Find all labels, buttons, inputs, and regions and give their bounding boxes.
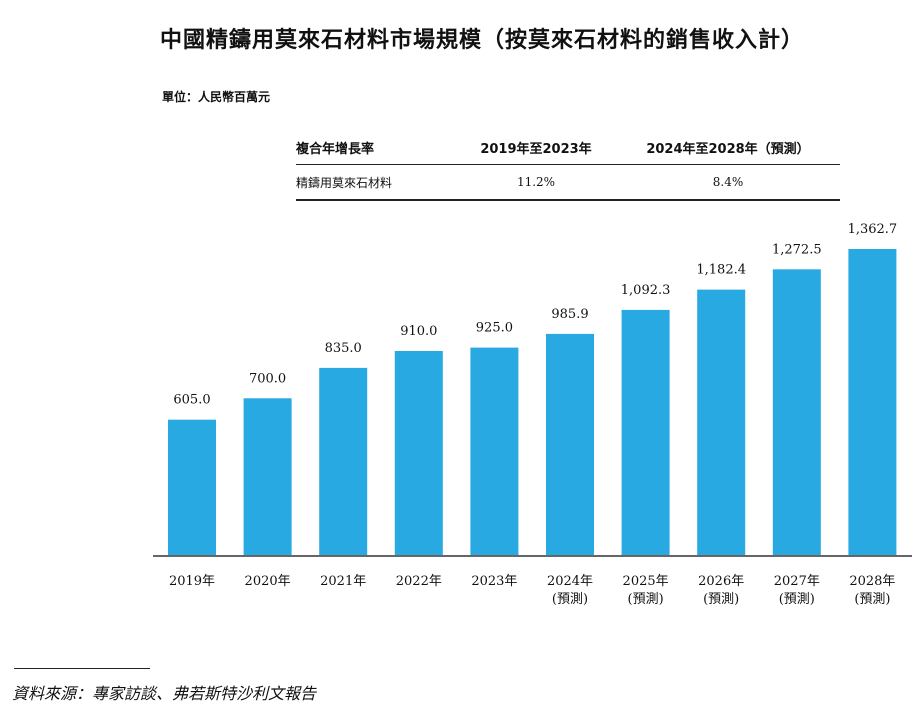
bar-6	[546, 333, 594, 556]
bar-2	[243, 398, 292, 556]
cagr-header-row: 複合年增長率 2019年至2023年 2024年至2028年（預測）	[296, 130, 840, 165]
bar-value-label-7: 1,092.3	[621, 283, 671, 298]
bar-value-label-10: 1,362.7	[848, 222, 898, 237]
unit-label: 單位：人民幣百萬元	[162, 90, 271, 104]
bar-value-label-5: 925.0	[476, 321, 513, 336]
x-tick-label-5: 2023年	[471, 574, 517, 589]
x-tick-label-8: 2026年	[698, 574, 744, 589]
bar-10	[848, 249, 897, 556]
x-tick-note-6: (預測)	[552, 592, 588, 607]
x-tick-label-2: 2020年	[245, 574, 291, 589]
x-tick-label-10: 2028年	[849, 574, 895, 589]
x-tick-label-3: 2021年	[320, 574, 366, 589]
bar-value-label-6: 985.9	[551, 307, 588, 322]
cagr-data-row: 精鑄用莫來石材料 11.2% 8.4%	[296, 164, 840, 201]
bar-value-label-4: 910.0	[400, 324, 437, 339]
cagr-header-period-2: 2024年至2028年（預測）	[616, 130, 840, 165]
x-tick-note-10: (預測)	[854, 592, 890, 607]
x-tick-label-9: 2027年	[774, 574, 820, 589]
cagr-header-period-1: 2019年至2023年	[456, 130, 616, 165]
cagr-row-label: 精鑄用莫來石材料	[296, 164, 456, 201]
bar-1	[168, 419, 216, 556]
bar-8	[697, 289, 746, 556]
bar-7	[621, 309, 670, 556]
x-tick-note-9: (預測)	[779, 592, 815, 607]
x-tick-label-1: 2019年	[169, 574, 215, 589]
cagr-table: 複合年增長率 2019年至2023年 2024年至2028年（預測） 精鑄用莫來…	[296, 130, 840, 201]
cagr-header-label: 複合年增長率	[296, 130, 456, 165]
x-tick-note-7: (預測)	[628, 592, 664, 607]
chart-title: 中國精鑄用莫來石材料市場規模（按莫來石材料的銷售收入計）	[160, 28, 805, 53]
bar-value-label-3: 835.0	[325, 341, 362, 356]
source-divider	[14, 668, 150, 669]
bar-value-label-9: 1,272.5	[772, 242, 822, 257]
source-note: 資料來源：專家訪談、弗若斯特沙利文報告	[12, 684, 317, 703]
x-tick-label-6: 2024年	[547, 574, 593, 589]
bar-9	[772, 269, 821, 556]
bar-3	[319, 367, 368, 556]
bar-value-label-8: 1,182.4	[696, 263, 746, 278]
x-tick-label-7: 2025年	[623, 574, 669, 589]
cagr-value-2: 8.4%	[616, 164, 840, 201]
cagr-value-1: 11.2%	[456, 164, 616, 201]
bar-value-label-2: 700.0	[249, 371, 286, 386]
bar-4	[394, 350, 443, 556]
bar-5	[470, 347, 519, 556]
bar-value-label-1: 605.0	[173, 393, 210, 408]
x-tick-label-4: 2022年	[396, 574, 442, 589]
x-tick-note-8: (預測)	[703, 592, 739, 607]
